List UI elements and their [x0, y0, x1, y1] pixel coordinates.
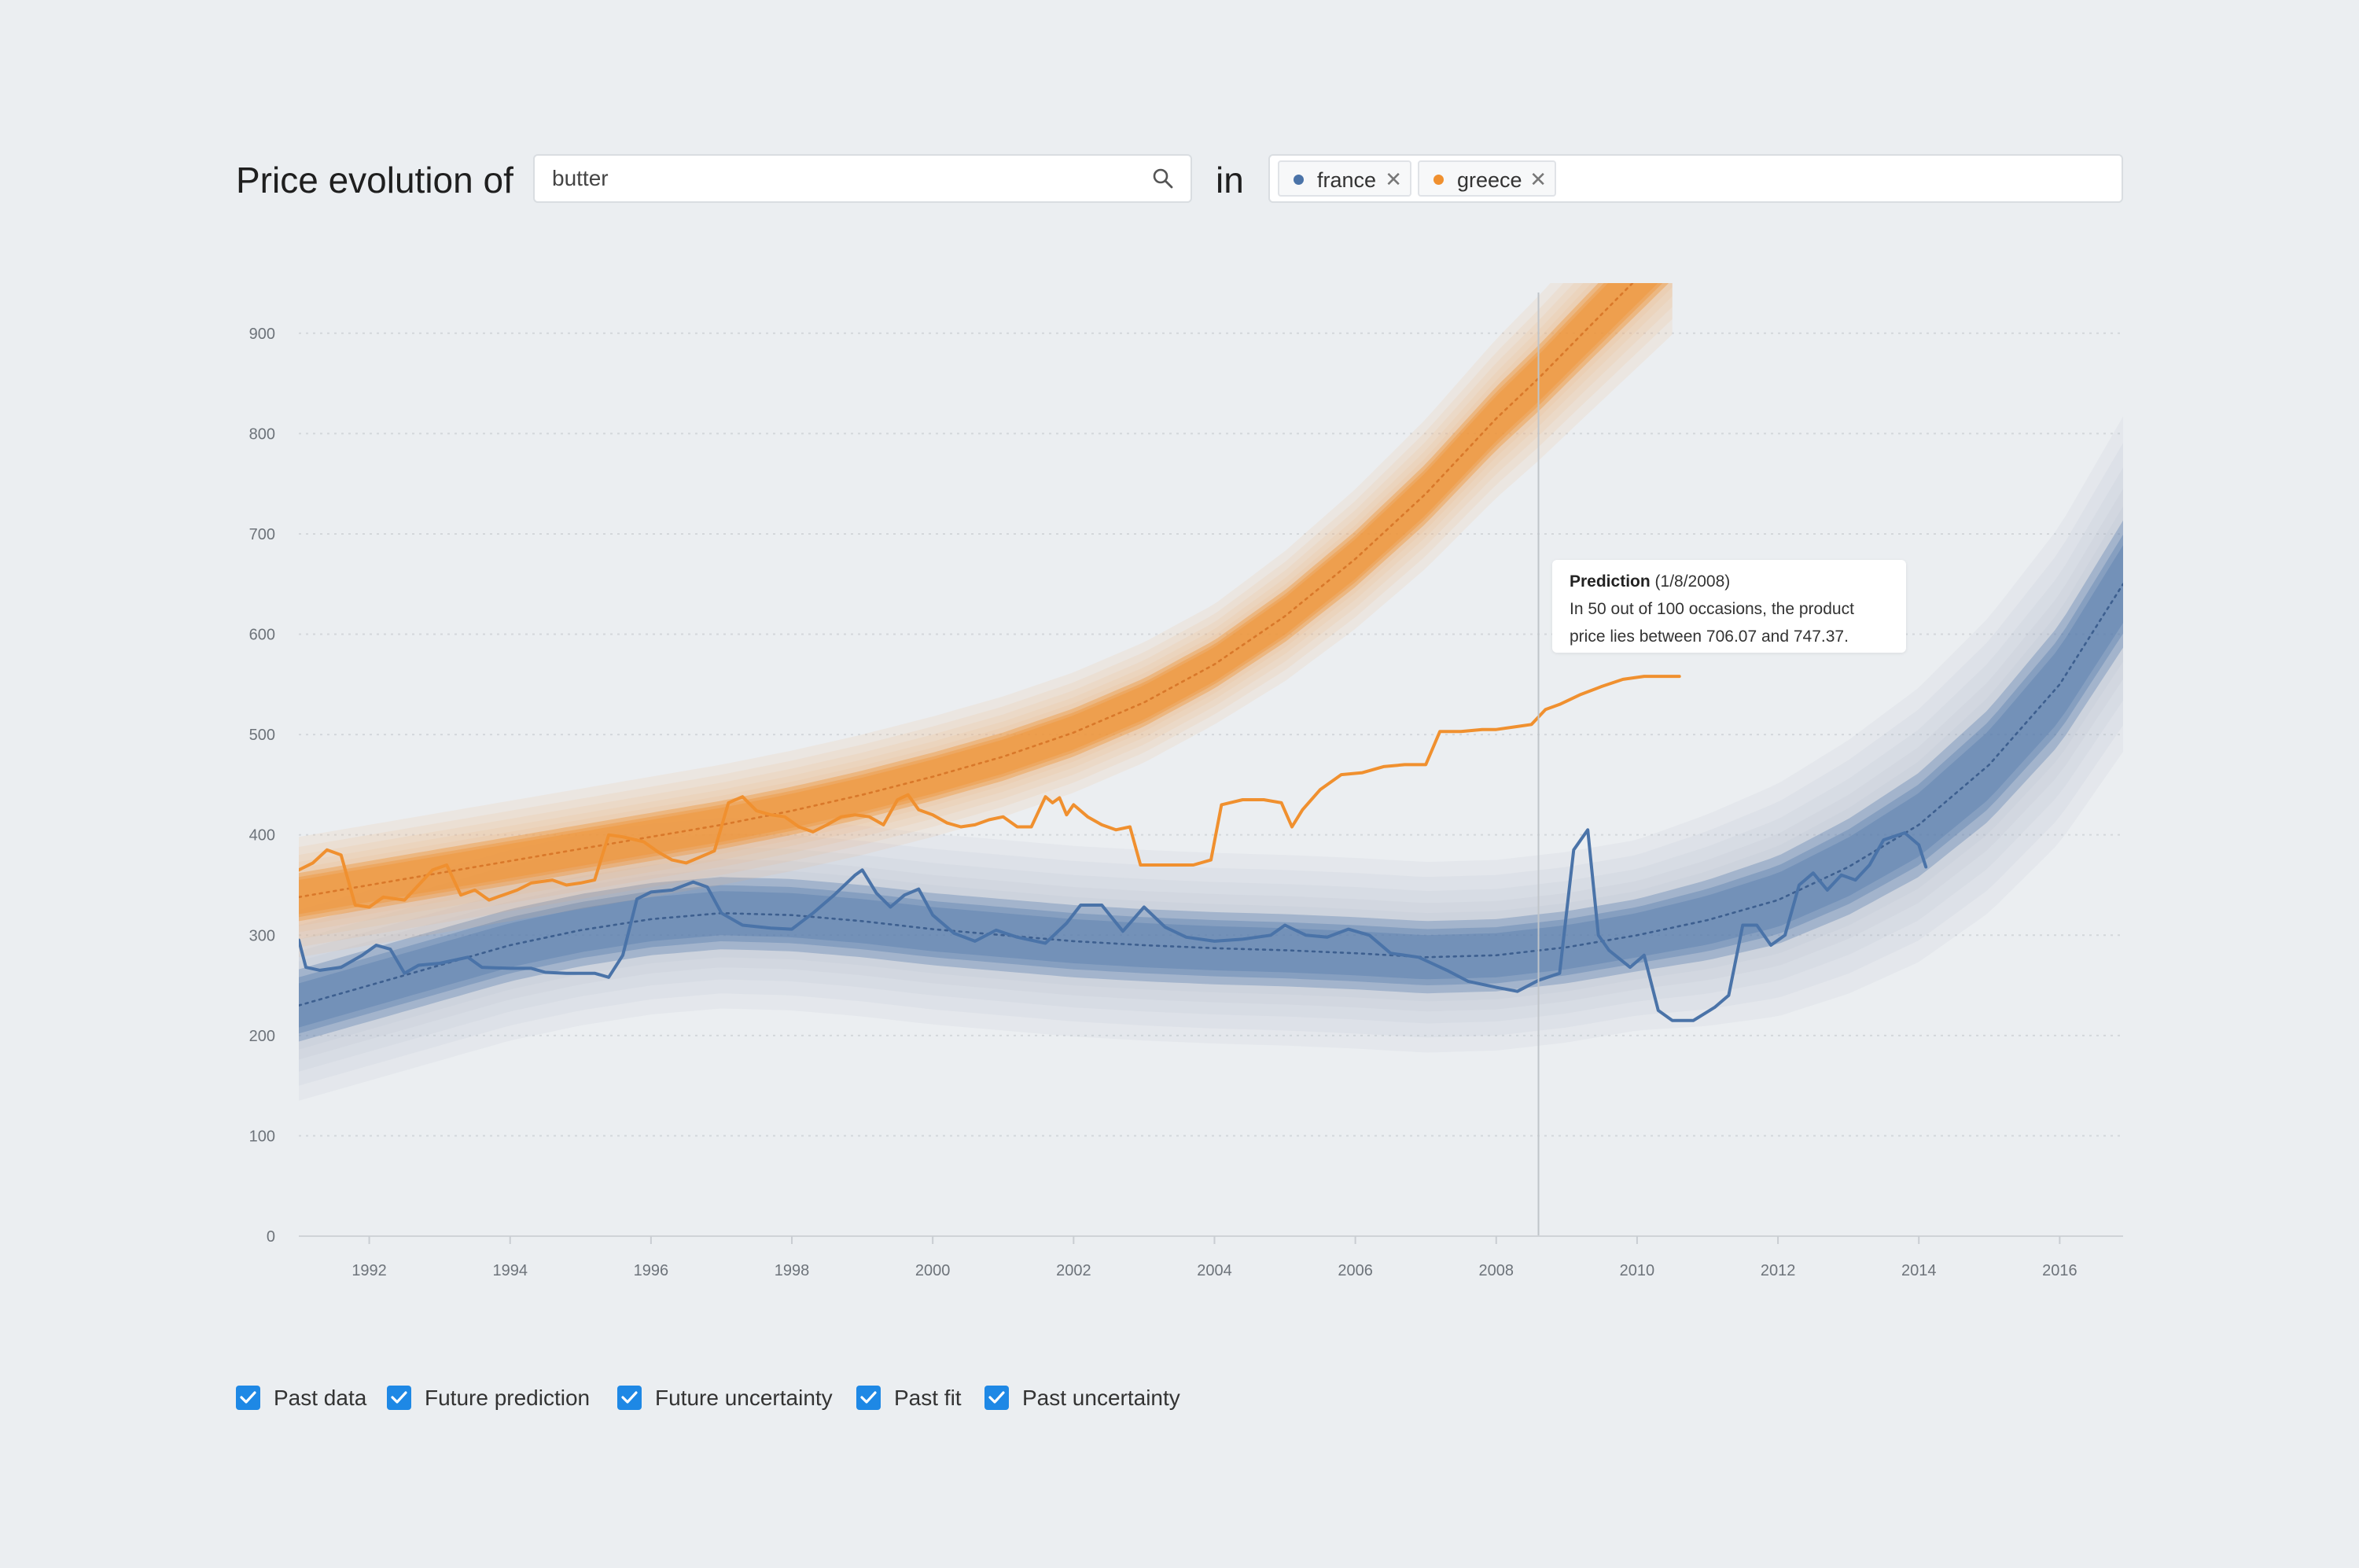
tag-label: france [1317, 168, 1377, 192]
uncertainty-band [299, 467, 2123, 1072]
uncertainty-band [299, 283, 1663, 918]
uncertainty-band [299, 283, 1673, 948]
header: Price evolution of butter in france ✕ gr… [236, 154, 2123, 206]
page-title: Price evolution of [236, 160, 513, 201]
y-tick-label: 500 [249, 727, 275, 744]
tooltip-line2: price lies between 706.07 and 747.37. [1570, 628, 1849, 646]
checkbox[interactable] [236, 1386, 260, 1410]
y-tick-label: 800 [249, 425, 275, 443]
uncertainty-band [299, 283, 1673, 926]
x-tick-label: 1998 [775, 1262, 810, 1279]
uncertainty-band [299, 283, 1673, 940]
uncertainty-band [299, 283, 1673, 958]
x-tick-label: 1994 [492, 1262, 528, 1279]
y-tick-label: 200 [249, 1028, 275, 1045]
x-tick-label: 2014 [1901, 1262, 1937, 1279]
prediction-tooltip: Prediction (1/8/2008) In 50 out of 100 o… [1552, 560, 1906, 653]
country-select[interactable]: france ✕ greece ✕ [1268, 154, 2123, 203]
uncertainty-band [299, 534, 2123, 1034]
in-label: in [1216, 160, 1244, 201]
fit-line [299, 283, 1634, 899]
y-tick-label: 900 [249, 326, 275, 343]
x-tick-label: 2012 [1761, 1262, 1796, 1279]
uncertainty-band [299, 545, 2123, 1028]
fit-lines [299, 283, 2123, 1007]
uncertainty-band [299, 283, 1669, 922]
uncertainty-band [299, 416, 2123, 1101]
dot-icon [1294, 175, 1304, 185]
y-tick-label: 600 [249, 627, 275, 644]
tooltip-line1: In 50 out of 100 occasions, the product [1570, 600, 1854, 618]
product-search-input[interactable]: butter [533, 154, 1192, 203]
y-tick-label: 700 [249, 526, 275, 543]
checkbox[interactable] [387, 1386, 411, 1410]
tooltip-title: Prediction [1570, 572, 1651, 591]
y-tick-label: 0 [267, 1228, 275, 1246]
x-axis: 1992 1994 1996 1998 2000 2002 2004 2006 2008 2010… [351, 1236, 2077, 1279]
search-value: butter [552, 166, 609, 190]
y-tick-label: 400 [249, 827, 275, 845]
x-tick-label: 2006 [1338, 1262, 1373, 1279]
x-tick-label: 2016 [2042, 1262, 2077, 1279]
x-tick-label: 2000 [915, 1262, 951, 1279]
uncertainty-band [299, 488, 2123, 1060]
y-axis: 0 100 200 300 400 500 600 700 800 900 [249, 326, 275, 1246]
tag-greece: greece ✕ [1418, 160, 1556, 197]
x-tick-label: 1992 [351, 1262, 387, 1279]
toggle-label: Future prediction [425, 1386, 591, 1410]
toggle-label: Past uncertainty [1022, 1386, 1180, 1410]
x-tick-label: 1996 [634, 1262, 669, 1279]
toggle-label: Future uncertainty [655, 1386, 833, 1410]
past-data-lines [299, 675, 1928, 1022]
checkbox[interactable] [617, 1386, 642, 1410]
checkbox[interactable] [856, 1386, 881, 1410]
toggle-label: Past fit [894, 1386, 962, 1410]
x-tick-label: 2008 [1479, 1262, 1514, 1279]
tag-label: greece [1457, 168, 1522, 192]
x-tick-label: 2002 [1056, 1262, 1091, 1279]
checkbox[interactable] [984, 1386, 1009, 1410]
past-data-line [299, 828, 1928, 1022]
tooltip-date: (1/8/2008) [1654, 572, 1731, 591]
fit-line [299, 583, 2123, 1007]
uncertainty-band [299, 520, 2123, 1042]
price-chart: 1992 1994 1996 1998 2000 2002 2004 2006 2008 2010… [249, 283, 2123, 1279]
search-icon[interactable] [1151, 167, 1175, 190]
close-icon[interactable]: ✕ [1529, 167, 1547, 191]
x-tick-label: 2010 [1620, 1262, 1655, 1279]
tag-france: france ✕ [1278, 160, 1411, 197]
dot-icon [1433, 175, 1444, 185]
toggle-label: Past data [274, 1386, 367, 1410]
y-tick-label: 300 [249, 927, 275, 944]
y-tick-label: 100 [249, 1128, 275, 1145]
x-tick-label: 2004 [1197, 1262, 1232, 1279]
close-icon[interactable]: ✕ [1385, 167, 1402, 191]
past-data-line [299, 675, 1681, 909]
